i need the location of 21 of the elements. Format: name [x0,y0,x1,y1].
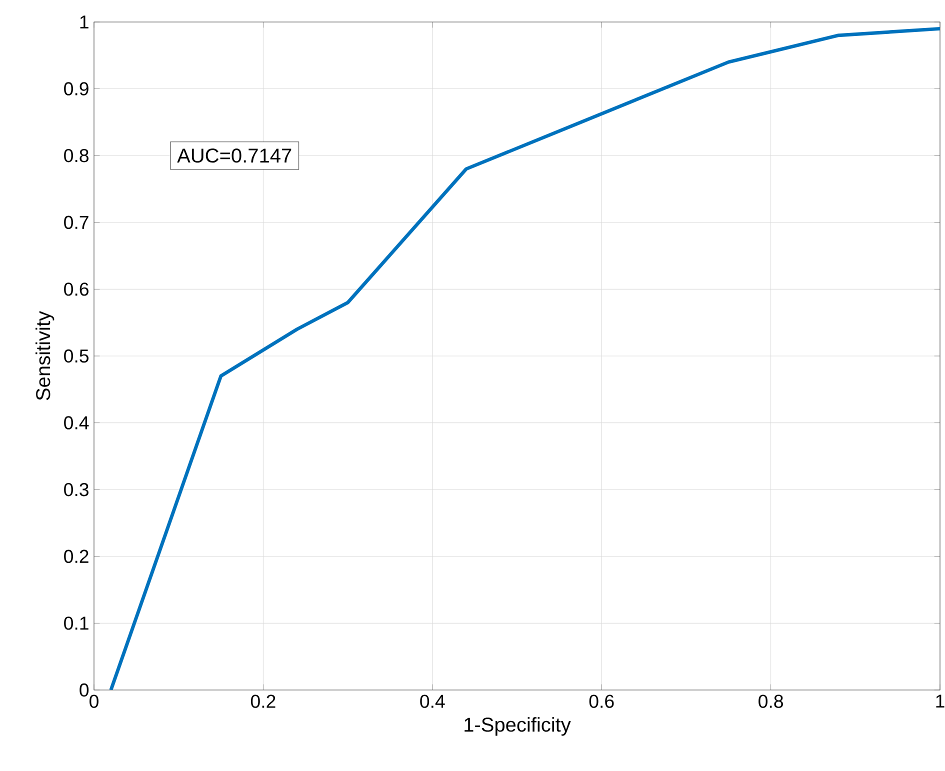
y-axis-title: Sensitivity [36,311,54,400]
y-tick-label: 1 [80,16,88,28]
x-tick-label: 0 [90,694,98,708]
y-tick-label: 0.4 [64,416,89,430]
x-tick-label: 0.8 [758,694,783,708]
y-tick-label: 0.7 [64,216,88,230]
annotation: AUC=0.7147 [177,148,292,163]
x-tick-label: 0.4 [420,694,445,708]
x-tick-label: 0.6 [589,694,614,708]
y-tick-label: 0.5 [64,349,89,363]
y-tick-label: 0.9 [64,82,88,96]
x-axis-title: 1-Specificity [464,717,571,736]
y-tick-label: 0 [80,683,89,697]
y-tick-label: 0.1 [64,616,88,630]
x-tick-label: 0.2 [250,694,276,708]
y-tick-label: 0.6 [64,282,88,296]
y-tick-label: 0.2 [64,550,88,564]
line-series [109,26,940,690]
y-tick-label: 0.3 [64,482,88,496]
y-tick-label: 0.8 [64,148,88,162]
x-tick-label: 1 [936,694,944,708]
